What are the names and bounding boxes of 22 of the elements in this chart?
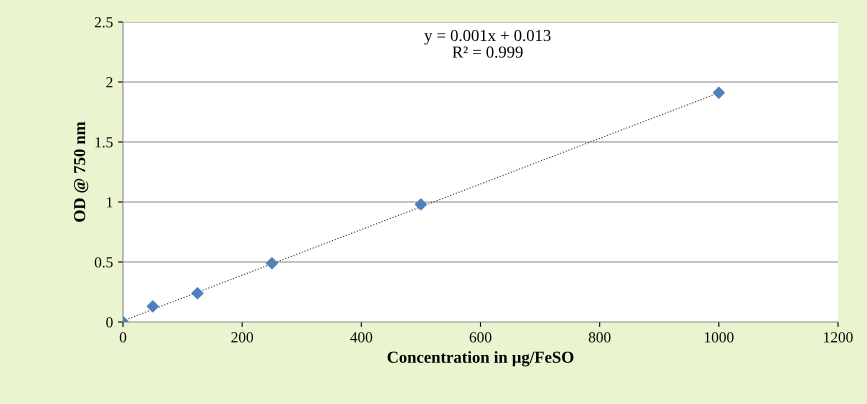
x-tick-label: 0 (120, 332, 126, 342)
y-tick-label: 0.5 (94, 257, 113, 268)
y-axis-title: OD @ 750 nm (74, 122, 88, 222)
point (146, 300, 159, 312)
x-tick-label: 800 (588, 332, 611, 342)
y-tick-label: 1 (106, 197, 112, 208)
point (191, 287, 204, 300)
x-tick-label: 400 (350, 332, 372, 342)
x-tick-label: 200 (231, 332, 254, 342)
y-tick-label: 2 (106, 77, 112, 88)
annotation: R² = 0.999 (452, 46, 523, 58)
point (266, 257, 278, 270)
y-tick-label: 1.5 (96, 137, 113, 148)
y-tick-label: 0 (106, 317, 113, 328)
y-tick-label: 2.5 (94, 17, 113, 28)
x-tick-label: 600 (470, 332, 492, 342)
x-tick-label: 1200 (824, 332, 853, 342)
x-axis-title: Concentration in µg/FeSO (388, 351, 574, 366)
point (414, 198, 427, 210)
x-tick-label: 1000 (704, 332, 734, 342)
annotation: y = 0.001x + 0.013 (424, 30, 551, 45)
point (712, 86, 725, 99)
